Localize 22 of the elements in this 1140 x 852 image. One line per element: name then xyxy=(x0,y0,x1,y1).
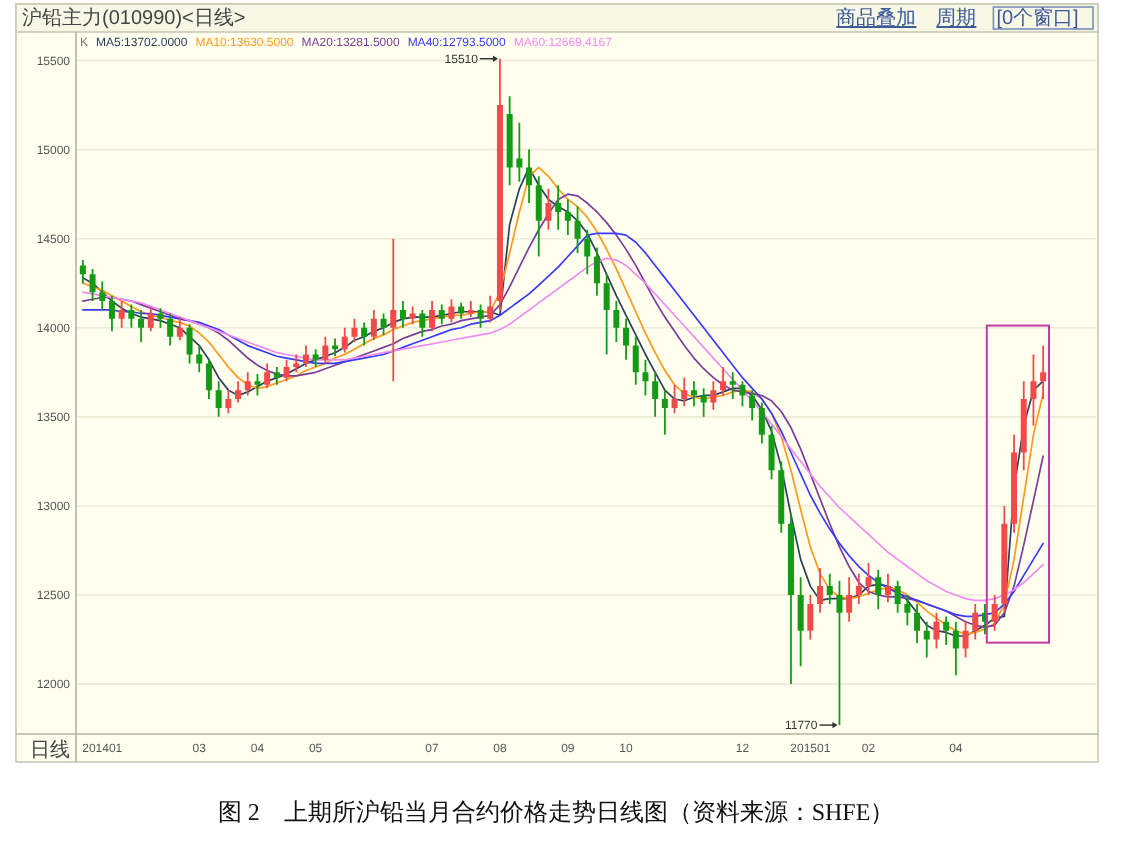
text: 周期 xyxy=(936,6,977,30)
chart-title: 沪铅主力(010990)<日线> xyxy=(22,6,246,30)
candlestick xyxy=(564,199,571,236)
candlestick xyxy=(273,366,280,385)
candlestick xyxy=(700,388,707,417)
candlestick xyxy=(390,238,397,382)
candlestick xyxy=(467,301,474,318)
candlestick xyxy=(690,381,697,407)
text: 商品叠加 xyxy=(836,6,917,30)
caption: 图 2 上期所沪铅当月合约价格走势日线图（资料来源：SHFE） xyxy=(217,798,895,826)
candlestick xyxy=(555,185,562,230)
candlestick xyxy=(943,616,950,645)
candlestick xyxy=(293,354,300,373)
candlestick xyxy=(729,372,736,400)
text: [0个窗口] xyxy=(996,6,1080,30)
candlestick xyxy=(661,390,668,435)
candlestick xyxy=(312,349,319,367)
candlestick xyxy=(1040,345,1047,400)
x-axis-title: 日线 xyxy=(30,738,70,762)
candlestick xyxy=(923,621,930,658)
candlestick xyxy=(99,281,106,310)
candlestick xyxy=(138,309,145,343)
